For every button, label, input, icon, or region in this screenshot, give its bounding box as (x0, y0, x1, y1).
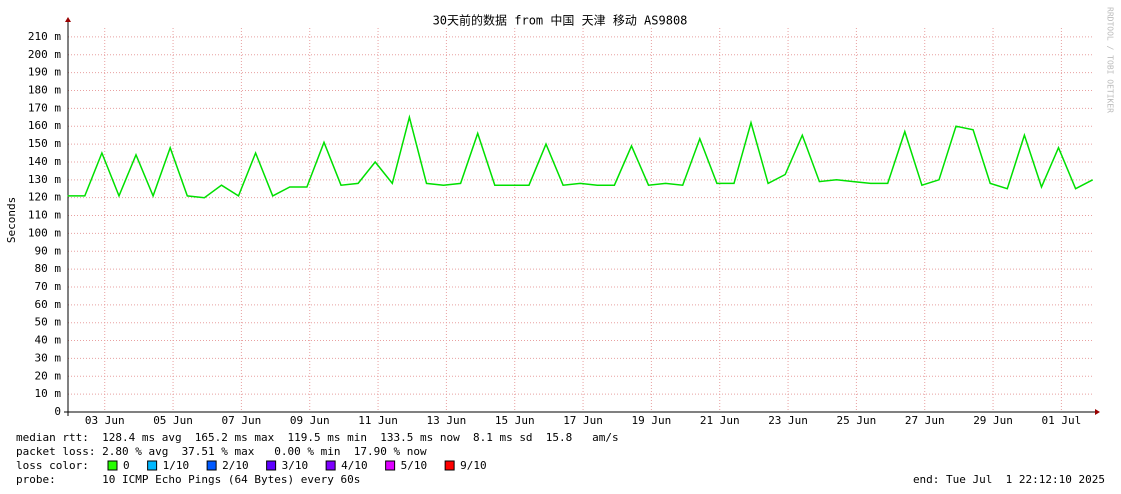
x-tick-label: 27 Jun (905, 414, 945, 427)
legend-entry: 5/10 (401, 459, 428, 472)
legend-entry: 3/10 (282, 459, 309, 472)
x-tick-label: 17 Jun (563, 414, 603, 427)
legend-swatch (206, 460, 217, 471)
y-tick-label: 10 m (35, 387, 62, 400)
x-tick-label: 11 Jun (358, 414, 398, 427)
legend-entry: 4/10 (341, 459, 368, 472)
legend-swatch (385, 460, 396, 471)
x-tick-label: 21 Jun (700, 414, 740, 427)
probe-info: probe: 10 ICMP Echo Pings (64 Bytes) eve… (16, 473, 360, 486)
y-tick-label: 40 m (35, 334, 62, 347)
y-tick-label: 80 m (35, 262, 62, 275)
y-tick-label: 130 m (28, 173, 61, 186)
x-tick-label: 07 Jun (222, 414, 262, 427)
legend-swatch (266, 460, 277, 471)
y-tick-label: 70 m (35, 280, 62, 293)
y-tick-label: 110 m (28, 209, 61, 222)
x-tick-label: 15 Jun (495, 414, 535, 427)
y-axis-label: Seconds (5, 197, 18, 243)
y-tick-label: 120 m (28, 191, 61, 204)
x-tick-label: 29 Jun (973, 414, 1013, 427)
stats-line: packet loss: 2.80 % avg 37.51 % max 0.00… (16, 445, 427, 458)
y-tick-label: 170 m (28, 101, 61, 114)
legend-entry: 0 (123, 459, 130, 472)
legend-entry: 1/10 (163, 459, 190, 472)
x-tick-label: 13 Jun (427, 414, 467, 427)
y-tick-label: 210 m (28, 30, 61, 43)
legend-swatch (147, 460, 158, 471)
y-tick-label: 140 m (28, 155, 61, 168)
y-tick-label: 60 m (35, 298, 62, 311)
stats-line: median rtt: 128.4 ms avg 165.2 ms max 11… (16, 431, 619, 444)
x-tick-label: 23 Jun (768, 414, 808, 427)
axis-arrow (1095, 409, 1100, 415)
x-tick-label: 05 Jun (153, 414, 193, 427)
y-tick-label: 150 m (28, 137, 61, 150)
watermark: RRDTOOL / TOBI OETIKER (1106, 7, 1115, 113)
chart-title: 30天前的数据 from 中国 天津 移动 AS9808 (433, 13, 688, 28)
y-tick-label: 190 m (28, 66, 61, 79)
y-tick-label: 100 m (28, 226, 61, 239)
legend-swatch (325, 460, 336, 471)
legend-entry: 9/10 (460, 459, 487, 472)
end-time: end: Tue Jul 1 22:12:10 2025 (913, 473, 1105, 486)
y-tick-label: 20 m (35, 369, 62, 382)
legend-swatch (444, 460, 455, 471)
x-tick-label: 25 Jun (837, 414, 877, 427)
legend-swatch (107, 460, 118, 471)
legend-label: loss color: (16, 459, 89, 472)
y-tick-label: 0 (54, 405, 61, 418)
x-tick-label: 19 Jun (632, 414, 672, 427)
y-tick-label: 200 m (28, 48, 61, 61)
axis-arrow (65, 17, 71, 22)
x-tick-label: 03 Jun (85, 414, 125, 427)
y-tick-label: 30 m (35, 351, 62, 364)
x-tick-label: 01 Jul (1042, 414, 1082, 427)
legend-entry: 2/10 (222, 459, 249, 472)
x-tick-label: 09 Jun (290, 414, 330, 427)
y-tick-label: 90 m (35, 244, 62, 257)
y-tick-label: 160 m (28, 119, 61, 132)
rtt-line (67, 114, 1094, 199)
y-tick-label: 180 m (28, 84, 61, 97)
y-tick-label: 50 m (35, 316, 62, 329)
